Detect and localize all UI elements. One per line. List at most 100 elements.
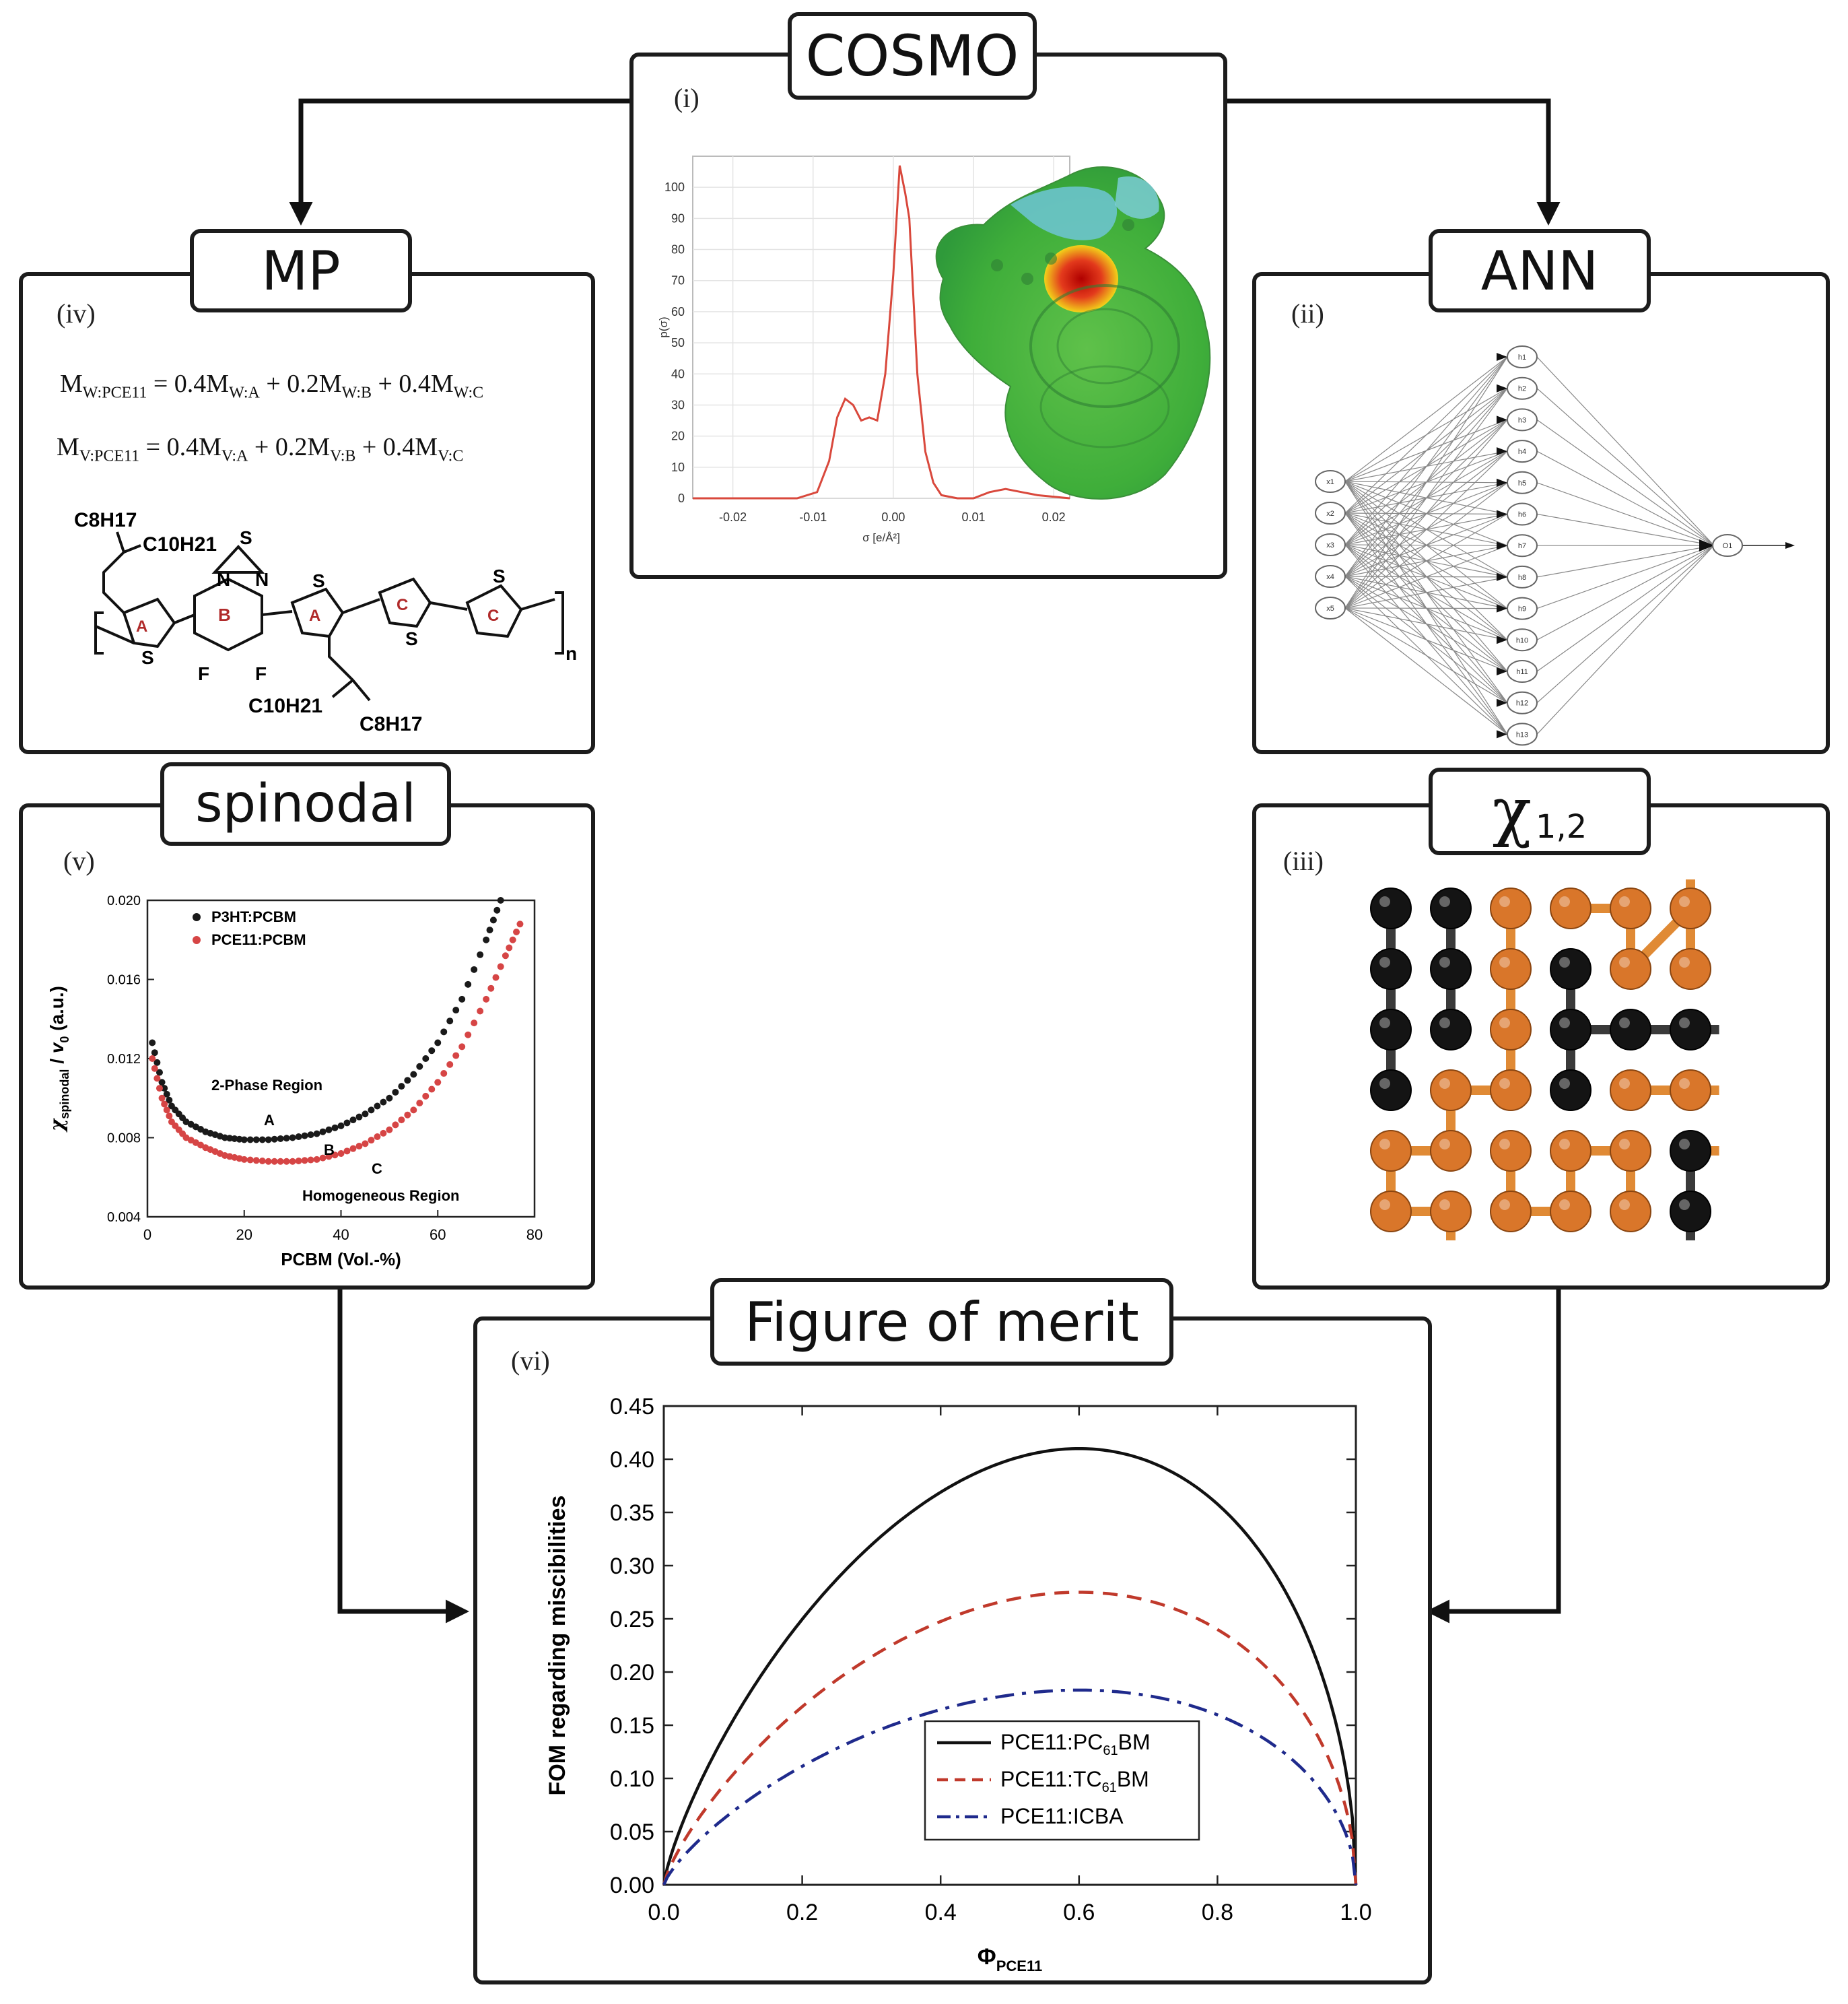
fom-legend-label: PCE11:TC61BM	[1000, 1767, 1149, 1795]
spinodal-point	[410, 1071, 417, 1078]
spinodal-point	[362, 1110, 369, 1118]
cosmo-sigma-profile-line	[693, 165, 1070, 500]
ann-title-text: ANN	[1480, 239, 1599, 302]
mp-molecule-structure: C8H17 C10H21 n A S B N N S F F A S C S	[74, 509, 577, 735]
svg-text:x2: x2	[1326, 510, 1334, 518]
ann-input-node: x2	[1315, 502, 1346, 525]
spinodal-point	[295, 1133, 302, 1141]
ann-hidden-node: h5	[1507, 471, 1538, 494]
fom-xlabel: ΦPCE11	[978, 1944, 1042, 1974]
repeat-n: n	[566, 643, 577, 664]
spinodal-point	[422, 1055, 430, 1062]
spinodal-point	[161, 1100, 168, 1108]
spinodal-point	[428, 1047, 436, 1055]
chain-c8h17-top: C8H17	[74, 509, 137, 531]
spinodal-point	[374, 1102, 381, 1110]
atom-n2: N	[255, 569, 269, 590]
atom-f1: F	[198, 663, 209, 684]
spinodal-point	[307, 1131, 314, 1139]
ann-hidden-node: h1	[1507, 345, 1538, 368]
mp-title-text: MP	[261, 239, 341, 302]
spinodal-point	[446, 1061, 454, 1068]
cosmo-gridlines	[693, 156, 1070, 499]
svg-text:h8: h8	[1518, 574, 1526, 582]
spinodal-point	[516, 921, 524, 928]
arrow-spinodal-to-fom	[337, 1283, 469, 1624]
mp-equation-v: MV:PCE11 = 0.4MV:A + 0.2MV:B + 0.4MV:C	[57, 433, 464, 465]
fom-xtick-label: 0.0	[648, 1900, 679, 1925]
spinodal-point	[283, 1158, 290, 1165]
spinodal-point	[502, 952, 509, 960]
spinodal-title-text: spinodal	[195, 774, 416, 834]
svg-text:h1: h1	[1518, 354, 1526, 362]
lattice-bead-fullerene	[1550, 1191, 1592, 1232]
lattice-bead-fullerene	[1610, 888, 1651, 929]
svg-text:x1: x1	[1326, 478, 1334, 486]
svg-text:h5: h5	[1518, 479, 1526, 488]
spinodal-point	[368, 1137, 375, 1144]
spinodal-point	[509, 936, 516, 943]
spinodal-ylabel: χspinodal / v0 (a.u.)	[46, 986, 71, 1133]
spinodal-annotation-two-phase: 2-Phase Region	[211, 1077, 322, 1094]
ann-hidden-node: h3	[1507, 408, 1538, 432]
ann-hidden-node: h13	[1507, 723, 1538, 746]
spinodal-point	[404, 1077, 411, 1084]
spinodal-point	[434, 1039, 442, 1046]
spinodal-point	[331, 1151, 339, 1159]
spinodal-plot-frame	[146, 899, 536, 1218]
lattice-bead-fullerene	[1670, 948, 1711, 990]
spinodal-point	[458, 995, 466, 1003]
cosmo-ytick-label: 60	[671, 305, 685, 319]
spinodal-point	[486, 927, 493, 934]
lattice-bead-fullerene	[1370, 1130, 1412, 1172]
cosmo-figure: 0 10 20 30 40 50 60 70 80 90 100 -0.02 -0.01 0.00 0.01…	[657, 156, 1211, 544]
spinodal-point	[458, 1043, 466, 1050]
spinodal-point	[513, 929, 520, 935]
cosmo-ylabel: p(σ)	[657, 316, 670, 337]
spinodal-point	[153, 1059, 161, 1066]
spinodal-point	[325, 1153, 333, 1160]
lattice-bead-polymer	[1430, 948, 1472, 990]
spinodal-point	[374, 1133, 381, 1141]
spinodal-legend-label: P3HT:PCBM	[211, 908, 296, 925]
fom-plot-frame	[662, 1405, 1357, 1886]
cosmo-xtick-label: 0.00	[881, 510, 905, 524]
cosmo-ytick-label: 40	[671, 367, 685, 380]
spinodal-point	[246, 1136, 254, 1143]
lattice-bead-fullerene	[1610, 1069, 1651, 1111]
ann-input-node: x1	[1315, 470, 1346, 493]
spinodal-point	[301, 1132, 308, 1139]
spinodal-point	[166, 1096, 173, 1104]
chi-title-sub: 1,2	[1535, 808, 1587, 846]
spinodal-point	[386, 1094, 393, 1102]
svg-text:h6: h6	[1518, 511, 1526, 519]
fom-title: Figure of merit	[710, 1278, 1173, 1366]
lattice-bead-fullerene	[1550, 888, 1592, 929]
lattice-bead-polymer	[1610, 1009, 1651, 1050]
atom-f2: F	[255, 663, 267, 684]
spinodal-annotation-b: B	[324, 1141, 335, 1158]
spinodal-point	[362, 1140, 369, 1147]
fom-xtick-label: 0.2	[786, 1900, 818, 1925]
spinodal-point	[477, 951, 484, 958]
spinodal-xtick-label: 40	[333, 1226, 349, 1243]
spinodal-point	[259, 1136, 266, 1143]
spinodal-point	[151, 1065, 158, 1072]
ring-label-c1: C	[397, 596, 408, 614]
spinodal-point	[226, 1135, 234, 1142]
svg-text:h12: h12	[1516, 700, 1528, 708]
chain-c8h17-bottom: C8H17	[360, 713, 422, 735]
lattice-bead-fullerene	[1430, 1069, 1472, 1111]
spinodal-point	[313, 1130, 320, 1137]
lattice-bead-polymer	[1670, 1191, 1711, 1232]
fom-ytick-label: 0.15	[610, 1713, 654, 1739]
spinodal-point	[368, 1106, 375, 1114]
spinodal-panel: (v) 0 20 40 60 80 0.004 0.008 0.012 0.016 0.020 PC…	[19, 803, 595, 1290]
spinodal-tag: (v)	[63, 846, 95, 876]
cosmo-xtick-label: 0.02	[1042, 510, 1066, 524]
mp-title: MP	[190, 229, 412, 312]
spinodal-point	[149, 1055, 156, 1062]
spinodal-point	[355, 1113, 363, 1121]
svg-text:h10: h10	[1516, 636, 1528, 644]
spinodal-legend-marker	[193, 913, 201, 921]
